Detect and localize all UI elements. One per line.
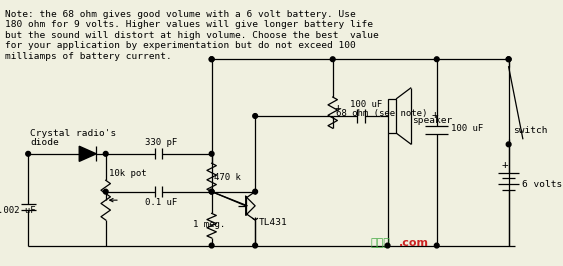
Circle shape [506, 57, 511, 62]
Circle shape [253, 114, 257, 118]
Circle shape [209, 151, 214, 156]
Polygon shape [79, 146, 96, 161]
Circle shape [506, 142, 511, 147]
Text: +: + [502, 160, 509, 170]
Circle shape [209, 189, 214, 194]
Text: 470 k: 470 k [215, 173, 242, 182]
Text: diode: diode [30, 138, 59, 147]
Text: .com: .com [399, 238, 429, 248]
Bar [387, 99, 396, 133]
Text: TL431: TL431 [259, 218, 288, 227]
Circle shape [506, 57, 511, 62]
Text: 330 pF: 330 pF [145, 138, 178, 147]
Circle shape [435, 57, 439, 62]
Circle shape [209, 57, 214, 62]
Circle shape [435, 243, 439, 248]
Circle shape [209, 57, 214, 62]
Text: speaker: speaker [412, 116, 453, 125]
Text: 接线图: 接线图 [370, 238, 390, 248]
Text: but the sound will distort at high volume. Choose the best  value: but the sound will distort at high volum… [5, 31, 378, 40]
Circle shape [330, 57, 335, 62]
Text: Crystal radio's: Crystal radio's [30, 128, 117, 138]
Circle shape [104, 151, 108, 156]
Text: 6 volts: 6 volts [522, 180, 562, 189]
Circle shape [209, 243, 214, 248]
Text: +: + [431, 110, 438, 120]
Text: 100 uF: 100 uF [451, 124, 483, 133]
Text: +: + [334, 103, 341, 113]
Text: .002 uF: .002 uF [0, 206, 35, 215]
Circle shape [253, 189, 257, 194]
Text: switch: switch [513, 126, 548, 135]
Text: 68 ohm (see note): 68 ohm (see note) [337, 109, 428, 118]
Circle shape [253, 243, 257, 248]
Text: 10k pot: 10k pot [109, 169, 146, 178]
Text: 0.1 uF: 0.1 uF [145, 198, 178, 207]
Circle shape [26, 151, 30, 156]
Circle shape [104, 189, 108, 194]
Text: 180 ohm for 9 volts. Higher values will give longer battery life: 180 ohm for 9 volts. Higher values will … [5, 20, 373, 30]
Text: milliamps of battery current.: milliamps of battery current. [5, 52, 171, 61]
Circle shape [385, 243, 390, 248]
Text: Note: the 68 ohm gives good volume with a 6 volt battery. Use: Note: the 68 ohm gives good volume with … [5, 10, 355, 19]
Text: for your application by experimentation but do not exceed 100: for your application by experimentation … [5, 41, 355, 50]
Circle shape [209, 189, 214, 194]
Text: 1 meg.: 1 meg. [193, 220, 225, 229]
Text: 100 uF: 100 uF [350, 100, 382, 109]
